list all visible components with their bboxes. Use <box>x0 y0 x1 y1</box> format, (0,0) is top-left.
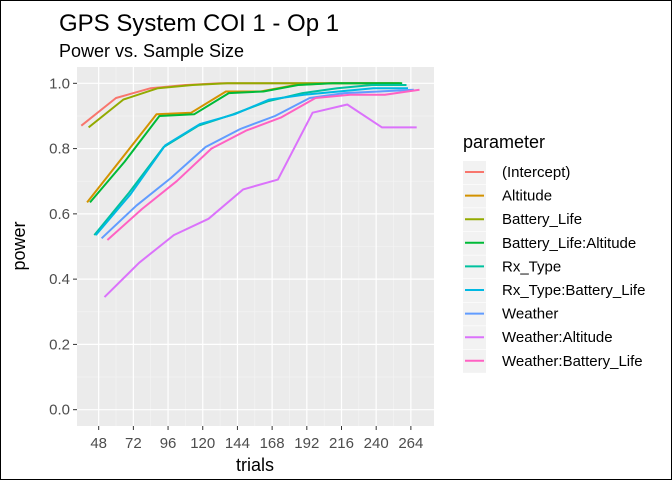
x-tick-label: 240 <box>364 435 389 452</box>
y-tick-label: 0.6 <box>49 206 70 223</box>
legend: parameter (Intercept) Altitude Battery_Lif… <box>463 132 645 373</box>
series-line-battery-life-altitude <box>89 82 403 204</box>
x-axis-title: trials <box>236 455 274 475</box>
y-tick-label: 0.4 <box>49 271 70 288</box>
y-tick-label: 0.8 <box>49 141 70 158</box>
legend-label: Battery_Life <box>502 211 582 228</box>
x-tick-label: 264 <box>398 435 423 452</box>
x-tick-label: 144 <box>225 435 250 452</box>
series-line-rx-type-battery-life <box>95 87 408 236</box>
grid-minor <box>77 67 434 426</box>
y-tick-label: 0.2 <box>49 336 70 353</box>
x-tick-label: 192 <box>294 435 319 452</box>
series-line-weather-altitude <box>103 103 417 298</box>
legend-label: (Intercept) <box>502 164 570 181</box>
legend-label: Weather <box>502 306 558 323</box>
series-line-weather <box>100 88 414 240</box>
y-tick-label: 0.0 <box>49 402 70 419</box>
x-tick-label: 216 <box>329 435 354 452</box>
x-tick-label: 96 <box>160 435 177 452</box>
legend-label: Weather:Battery_Life <box>502 353 643 370</box>
legend-label: Rx_Type:Battery_Life <box>502 282 645 299</box>
chart-subtitle: Power vs. Sample Size <box>59 41 244 61</box>
y-axis: 0.0 0.2 0.4 0.6 0.8 1.0 <box>49 75 77 419</box>
x-tick-label: 48 <box>90 435 107 452</box>
y-tick-label: 1.0 <box>49 75 70 92</box>
legend-label: Battery_Life:Altitude <box>502 235 636 252</box>
x-tick-label: 120 <box>190 435 215 452</box>
x-tick-label: 168 <box>260 435 285 452</box>
y-axis-title: power <box>9 221 29 270</box>
series-layer <box>80 82 420 298</box>
legend-label: Altitude <box>502 188 552 205</box>
series-line-weather-battery-life <box>106 88 420 241</box>
x-axis: 48 72 96 120 144 168 192 216 240 264 <box>90 426 423 452</box>
legend-title: parameter <box>463 132 545 152</box>
chart-title: GPS System COI 1 - Op 1 <box>59 10 339 37</box>
x-tick-label: 72 <box>125 435 142 452</box>
legend-label: Weather:Altitude <box>502 329 613 346</box>
legend-label: Rx_Type <box>502 258 561 275</box>
